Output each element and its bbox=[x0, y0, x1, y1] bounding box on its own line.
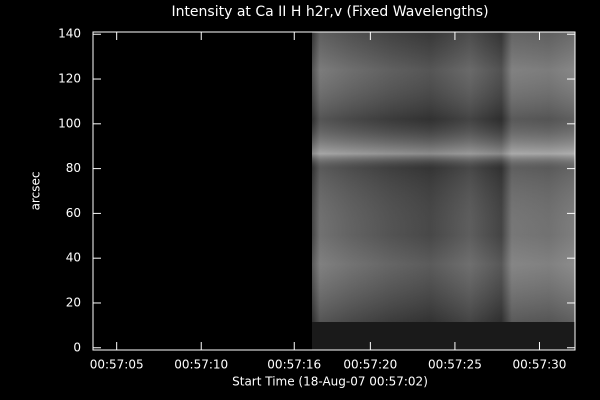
y-tick-label: 60 bbox=[66, 206, 81, 220]
y-tick-label: 100 bbox=[58, 116, 81, 130]
y-tick-label: 140 bbox=[58, 27, 81, 41]
x-tick-label: 00:57:10 bbox=[174, 358, 228, 372]
y-tick-label: 20 bbox=[66, 295, 81, 309]
chart-title: Intensity at Ca II H h2r,v (Fixed Wavele… bbox=[171, 4, 488, 20]
y-tick-label: 80 bbox=[66, 161, 81, 175]
x-tick-label: 00:57:20 bbox=[343, 358, 397, 372]
image-shading bbox=[312, 32, 575, 322]
image-gap bbox=[312, 322, 575, 350]
x-tick-label: 00:57:16 bbox=[267, 358, 321, 372]
x-axis-label: Start Time (18-Aug-07 00:57:02) bbox=[232, 375, 428, 389]
intensity-image bbox=[312, 32, 575, 350]
y-tick-label: 0 bbox=[73, 340, 81, 354]
x-tick-label: 00:57:25 bbox=[428, 358, 482, 372]
x-tick-label: 00:57:30 bbox=[513, 358, 567, 372]
y-tick-label: 120 bbox=[58, 72, 81, 86]
x-tick-label: 00:57:05 bbox=[90, 358, 144, 372]
y-tick-label: 40 bbox=[66, 251, 81, 265]
plot-frame bbox=[92, 31, 576, 351]
y-axis-label: arcsec bbox=[29, 172, 43, 211]
